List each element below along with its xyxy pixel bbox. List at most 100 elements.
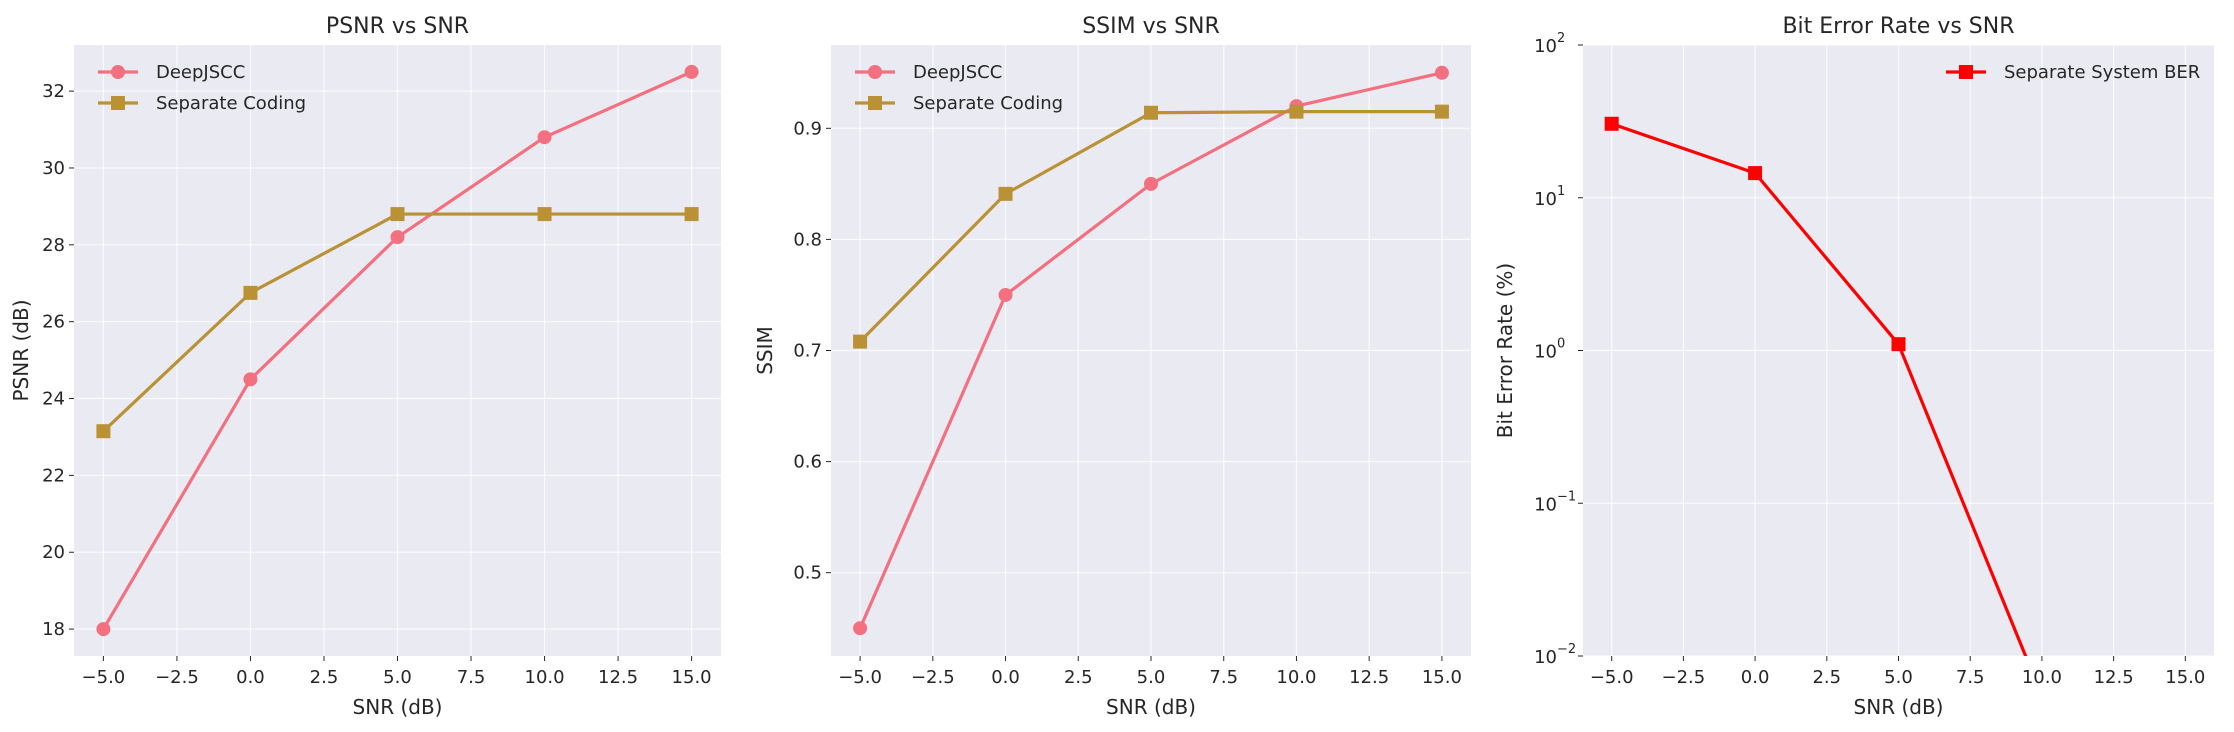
y-tick-label: 0.5 xyxy=(793,563,822,584)
y-tick-exponent: −2 xyxy=(1557,642,1576,657)
x-tick-label: 15.0 xyxy=(2165,667,2205,688)
y-tick-base: 10 xyxy=(1534,36,1557,57)
legend-marker xyxy=(1959,65,1973,79)
x-tick-label: 5.0 xyxy=(383,667,412,688)
x-tick-label: 0.0 xyxy=(236,667,265,688)
chart-title: SSIM vs SNR xyxy=(1082,14,1220,39)
x-axis-label: SNR (dB) xyxy=(1106,695,1196,719)
y-tick-base: 10 xyxy=(1534,494,1557,515)
data-point xyxy=(390,207,405,222)
series-1 xyxy=(96,64,699,637)
x-tick-label: 5.0 xyxy=(1884,667,1913,688)
x-tick-label: 7.5 xyxy=(457,667,486,688)
y-tick-label: 0.9 xyxy=(793,118,822,139)
y-tick-label: 26 xyxy=(42,312,65,333)
y-tick-label: 18 xyxy=(42,619,65,640)
x-tick-label: 15.0 xyxy=(672,667,712,688)
x-tick-label: −5.0 xyxy=(838,667,882,688)
x-tick-label: −5.0 xyxy=(1590,667,1634,688)
data-point xyxy=(390,230,405,245)
data-point xyxy=(1434,104,1449,119)
x-tick-label: 12.5 xyxy=(1349,667,1389,688)
legend-label: Separate System BER xyxy=(2004,62,2200,83)
legend: DeepJSCC Separate Coding xyxy=(98,62,306,114)
legend-marker xyxy=(111,96,125,110)
y-tick-label: 22 xyxy=(42,465,65,486)
series-2 xyxy=(853,104,1449,349)
data-point xyxy=(853,334,868,349)
data-point xyxy=(1748,166,1763,181)
data-point xyxy=(243,285,258,300)
legend: Separate System BER xyxy=(1946,62,2200,83)
y-tick-base: 10 xyxy=(1534,342,1557,363)
x-axis-label: SNR (dB) xyxy=(353,695,443,719)
y-tick-label: 32 xyxy=(42,81,65,102)
legend: DeepJSCC Separate Coding xyxy=(855,62,1063,114)
data-point xyxy=(684,64,699,79)
data-point xyxy=(1891,337,1906,352)
y-tick-label: 10 xyxy=(1534,36,1557,57)
data-point xyxy=(537,130,552,145)
y-tick-label: 0.6 xyxy=(793,452,822,473)
y-axis-label: PSNR (dB) xyxy=(9,300,33,402)
y-tick-label: 0.8 xyxy=(793,229,822,250)
legend-label: Separate Coding xyxy=(156,93,306,114)
data-point xyxy=(1144,105,1158,120)
data-point xyxy=(998,186,1013,201)
x-tick-label: 7.5 xyxy=(1209,667,1238,688)
data-point xyxy=(684,207,699,222)
y-tick-exponent: 1 xyxy=(1557,184,1565,199)
y-axis-label: Bit Error Rate (%) xyxy=(1493,263,1517,438)
y-tick-label: 24 xyxy=(42,389,65,410)
y-tick-exponent: 2 xyxy=(1557,31,1565,46)
data-point xyxy=(1434,65,1449,80)
chart-panel-3: Bit Error Rate vs SNR SNR (dB) Bit Error R… xyxy=(1493,14,2214,719)
y-tick-label: 10 xyxy=(1534,189,1557,210)
y-tick-base: 10 xyxy=(1534,647,1557,668)
x-tick-label: 10.0 xyxy=(2022,667,2062,688)
data-point xyxy=(96,622,111,637)
data-point xyxy=(1289,104,1304,119)
chart-title: PSNR vs SNR xyxy=(326,14,469,39)
x-tick-label: −5.0 xyxy=(82,667,126,688)
legend-marker xyxy=(868,96,882,110)
data-point xyxy=(1144,176,1158,191)
y-tick-label: 20 xyxy=(42,542,65,563)
legend-label: DeepJSCC xyxy=(156,62,245,83)
y-tick-label: 10 xyxy=(1534,342,1557,363)
data-point xyxy=(998,287,1013,302)
y-tick-label: 28 xyxy=(42,235,65,256)
y-tick-exponent: 0 xyxy=(1557,337,1565,352)
series-2 xyxy=(96,207,699,439)
x-tick-label: 5.0 xyxy=(1137,667,1166,688)
y-tick-base: 10 xyxy=(1534,189,1557,210)
x-tick-label: 10.0 xyxy=(525,667,565,688)
y-tick-label: 10 xyxy=(1534,647,1557,668)
y-tick-label: 30 xyxy=(42,158,65,179)
x-tick-label: 15.0 xyxy=(1422,667,1462,688)
chart-title: Bit Error Rate vs SNR xyxy=(1782,14,2014,39)
y-tick-exponent: −1 xyxy=(1557,489,1576,504)
x-tick-label: 2.5 xyxy=(1064,667,1093,688)
data-point xyxy=(1604,116,1619,131)
x-tick-label: 0.0 xyxy=(1741,667,1770,688)
series-line xyxy=(1611,122,2028,656)
x-tick-label: 2.5 xyxy=(310,667,339,688)
x-tick-label: −2.5 xyxy=(911,667,955,688)
data-point xyxy=(853,621,868,636)
x-tick-label: 12.5 xyxy=(598,667,638,688)
data-point xyxy=(96,424,111,439)
chart-panel-2: SSIM vs SNR SNR (dB) SSIM −5.0 −2.5 0.0 2.5 5.0… xyxy=(753,14,1471,719)
data-point xyxy=(243,372,258,387)
y-axis-label: SSIM xyxy=(753,326,777,375)
x-tick-label: −2.5 xyxy=(155,667,199,688)
legend-marker xyxy=(868,65,882,79)
legend-label: DeepJSCC xyxy=(913,62,1002,83)
x-tick-label: 0.0 xyxy=(991,667,1020,688)
x-tick-label: 10.0 xyxy=(1276,667,1316,688)
x-tick-label: 12.5 xyxy=(2094,667,2134,688)
x-tick-label: 2.5 xyxy=(1812,667,1841,688)
x-tick-label: −2.5 xyxy=(1662,667,1706,688)
y-tick-label: 10 xyxy=(1534,494,1557,515)
